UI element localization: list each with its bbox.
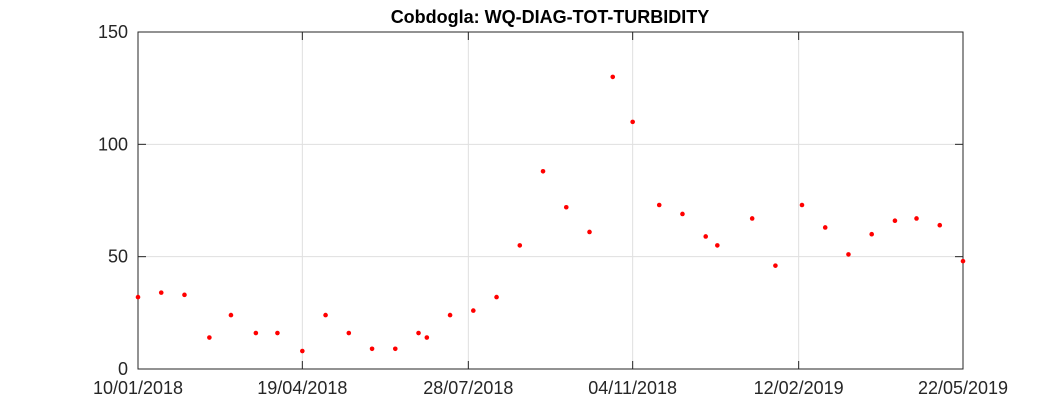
x-tick-label: 04/11/2018 — [588, 378, 677, 398]
data-point — [869, 231, 875, 237]
x-tick-label: 19/04/2018 — [257, 378, 347, 398]
data-point — [822, 225, 828, 230]
chart-title: Cobdogla: WQ-DIAG-TOT-TURBIDITY — [391, 7, 710, 27]
y-tick-label: 50 — [108, 247, 128, 267]
x-tick-label: 12/02/2019 — [754, 378, 844, 398]
data-point — [937, 222, 943, 228]
data-point — [610, 74, 616, 80]
data-points — [135, 74, 966, 354]
data-point — [416, 330, 421, 336]
data-point — [914, 216, 919, 221]
data-point — [182, 292, 187, 298]
data-point — [275, 330, 280, 336]
data-point — [158, 290, 164, 295]
data-point — [300, 348, 305, 354]
x-tick-label: 10/01/2018 — [93, 378, 183, 398]
data-point — [253, 330, 259, 336]
data-point — [471, 308, 476, 313]
data-point — [680, 211, 685, 217]
data-point — [563, 204, 569, 210]
data-point — [540, 168, 546, 174]
data-point — [424, 335, 430, 340]
data-point — [846, 252, 851, 257]
x-tick-label: 28/07/2018 — [423, 378, 513, 398]
data-point — [228, 312, 234, 318]
data-point — [447, 312, 453, 318]
plot-area — [138, 32, 963, 369]
data-point — [773, 263, 778, 268]
data-point — [517, 243, 523, 248]
x-tick-label: 22/05/2019 — [918, 378, 1008, 398]
y-tick-label: 100 — [98, 134, 128, 154]
data-point — [892, 218, 898, 224]
axes-box — [137, 31, 964, 370]
data-point — [703, 234, 709, 239]
data-point — [799, 202, 805, 208]
data-point — [749, 216, 755, 221]
data-point — [346, 330, 352, 336]
data-point — [135, 294, 141, 300]
data-point — [369, 346, 375, 352]
y-tick-label: 150 — [98, 22, 128, 42]
data-point — [960, 258, 966, 264]
data-point — [323, 312, 328, 318]
data-point — [715, 243, 720, 248]
y-tick-label: 0 — [118, 359, 128, 379]
data-point — [656, 202, 662, 208]
data-point — [587, 229, 592, 235]
data-point — [207, 335, 212, 340]
data-point — [494, 294, 499, 300]
axis-ticks: 0 50 100 150 10/01/2018 19/04/2018 28/07/2018 0… — [93, 22, 1008, 398]
data-point — [392, 346, 398, 352]
data-point — [630, 119, 635, 125]
